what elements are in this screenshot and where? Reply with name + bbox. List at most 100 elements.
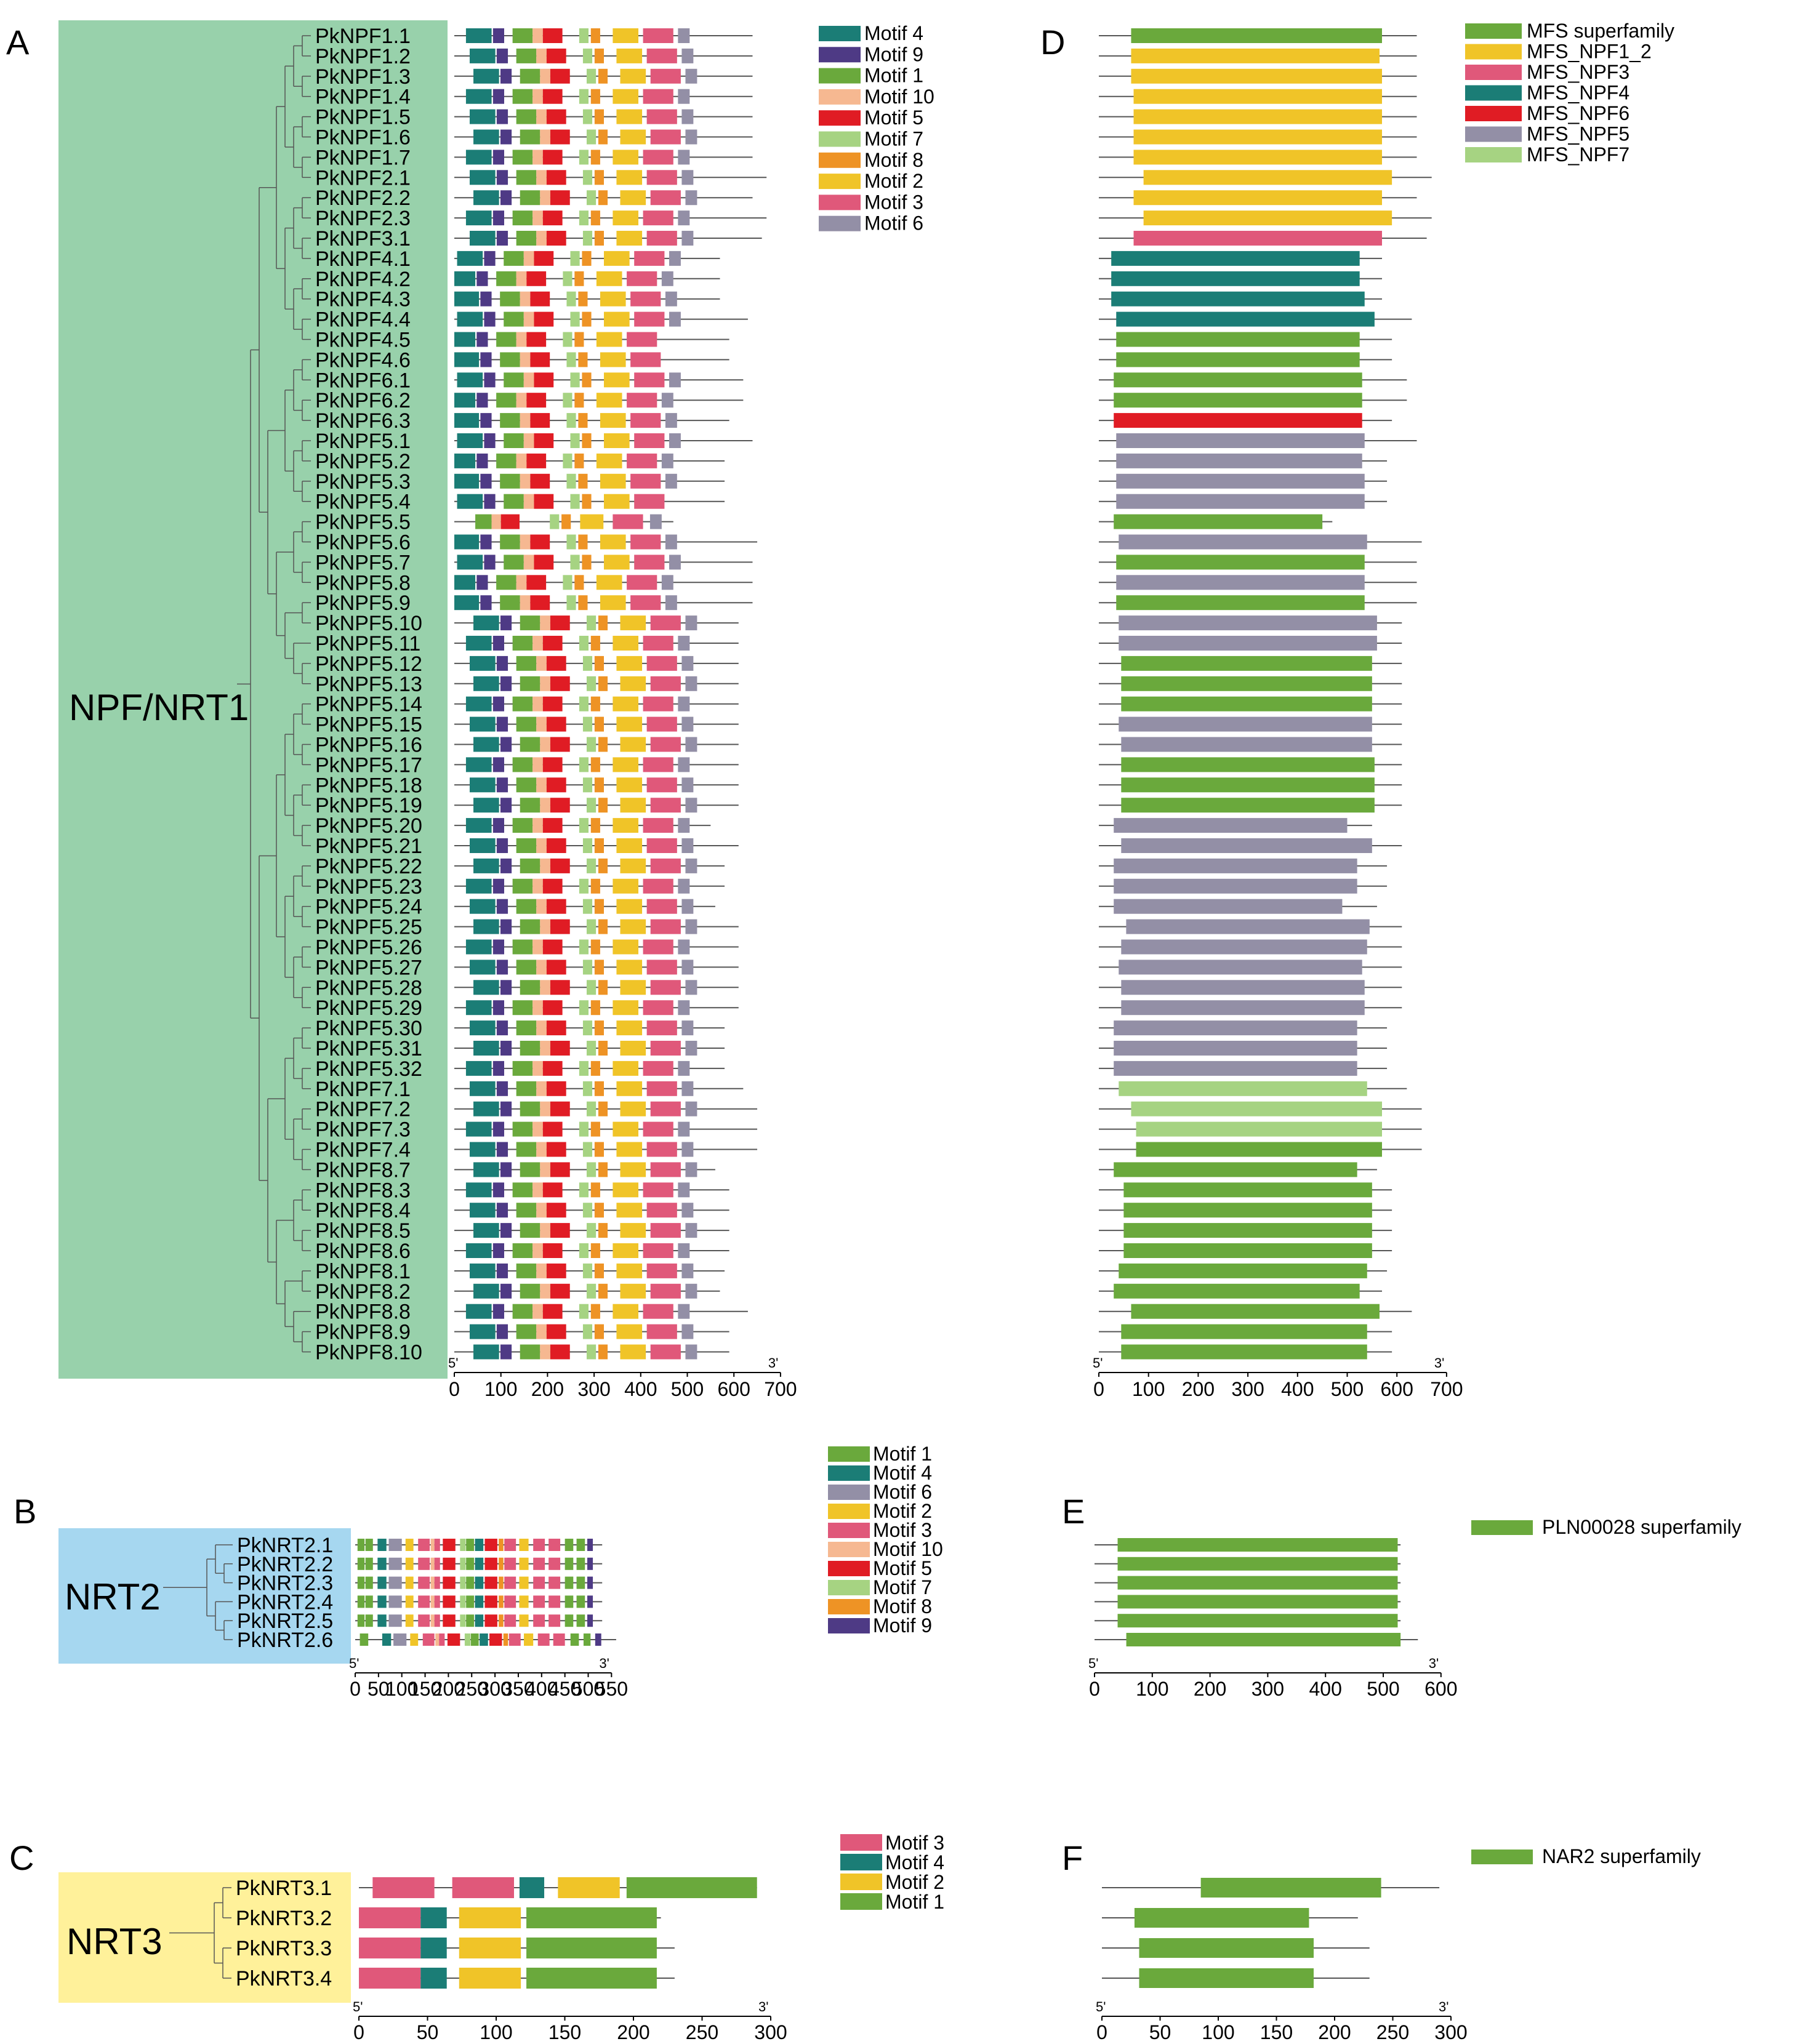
motif-motif-7-pknpf8-8 bbox=[579, 1304, 589, 1319]
motif-motif-1-pknpf5-22 bbox=[520, 858, 540, 873]
gene-label-pknpf8-2: PkNPF8.2 bbox=[315, 1280, 411, 1304]
motif-motif-8-pknpf7-4 bbox=[594, 1142, 604, 1157]
gene-label-pknpf5-4: PkNPF5.4 bbox=[315, 491, 411, 514]
motif-motif-5-pknpf4-1 bbox=[534, 250, 554, 266]
motif-motif-4-pknpf1-3 bbox=[473, 68, 499, 84]
motif-motif-7-pknpf5-22 bbox=[586, 858, 597, 873]
motif-motif-6-pknpf5-24 bbox=[681, 899, 694, 914]
axis-tick-label-f-100: 100 bbox=[1202, 2021, 1234, 2043]
motif-motif-4-pknpf2-3 bbox=[465, 210, 492, 226]
axis-tick-label-b-150: 150 bbox=[409, 1678, 441, 1700]
motif-motif-8-pknpf5-12 bbox=[594, 655, 604, 671]
motif-motif-4-pknrt2-1 bbox=[475, 1539, 484, 1551]
legend-label-a-motif-10: Motif 10 bbox=[864, 86, 934, 108]
motif-motif-9-pknpf4-2 bbox=[476, 271, 488, 286]
axis-tick-label-c-150: 150 bbox=[548, 2021, 581, 2043]
motif-motif-2-pknpf5-20 bbox=[613, 818, 639, 833]
motif-motif-5-pknpf5-5 bbox=[500, 514, 520, 529]
gene-label-pknpf7-2: PkNPF7.2 bbox=[315, 1098, 411, 1121]
motif-motif-1-pknpf1-4 bbox=[512, 89, 533, 104]
motif-motif-4-pknpf5-8 bbox=[454, 575, 476, 590]
gene-label-pknpf5-15: PkNPF5.15 bbox=[315, 713, 422, 737]
motif-motif-4-pknpf5-17 bbox=[465, 757, 492, 772]
motif-motif-10-pknpf8-2 bbox=[540, 1283, 550, 1299]
motif-motif-3-pknrt2-2 bbox=[504, 1557, 516, 1570]
gene-label-pknpf5-3: PkNPF5.3 bbox=[315, 470, 411, 494]
gene-label-pknpf5-13: PkNPF5.13 bbox=[315, 673, 422, 696]
motif-motif-5-pknpf5-4 bbox=[534, 494, 554, 509]
motif-motif-8-pknpf5-26 bbox=[590, 939, 600, 955]
motif-motif-3-pknrt2-6 bbox=[537, 1633, 550, 1646]
axis-end-label-d: 3' bbox=[1434, 1355, 1444, 1371]
motif-motif-5-pknrt2-1 bbox=[443, 1539, 456, 1551]
gene-label-pknpf5-28: PkNPF5.28 bbox=[315, 976, 422, 1000]
motif-motif-5-pknpf8-5 bbox=[550, 1223, 570, 1238]
motif-motif-9-pknpf5-22 bbox=[500, 858, 512, 873]
motif-motif-8-pknpf8-6 bbox=[590, 1243, 600, 1258]
motif-motif-1-pknpf5-17 bbox=[512, 757, 533, 772]
domain-mfs-superfamily-pknpf6-1 bbox=[1114, 372, 1362, 388]
motif-motif-9-pknpf7-3 bbox=[492, 1121, 504, 1137]
motif-motif-4-pknpf5-20 bbox=[465, 818, 492, 833]
legend-label-a-motif-7: Motif 7 bbox=[864, 128, 923, 150]
axis-tick-label-a-400: 400 bbox=[624, 1378, 657, 1400]
motif-motif-9-pknpf5-7 bbox=[484, 555, 496, 570]
motif-motif-3-pknrt2-3 bbox=[533, 1576, 545, 1589]
motif-motif-9-pknpf5-25 bbox=[500, 919, 512, 934]
axis-tick-label-c-50: 50 bbox=[417, 2021, 439, 2043]
motif-motif-9-pknpf5-23 bbox=[492, 878, 504, 894]
motif-motif-8-pknpf1-3 bbox=[598, 68, 608, 84]
legend-swatch-b-motif-5 bbox=[828, 1561, 870, 1576]
motif-motif-9-pknpf4-3 bbox=[480, 291, 492, 307]
gene-label-pknpf7-3: PkNPF7.3 bbox=[315, 1118, 411, 1142]
motif-motif-5-pknpf1-4 bbox=[542, 89, 563, 104]
motif-motif-5-pknrt2-5 bbox=[484, 1614, 497, 1627]
motif-motif-9-pknpf8-7 bbox=[500, 1162, 512, 1177]
motif-motif-5-pknpf5-10 bbox=[550, 615, 570, 631]
motif-motif-2-pknpf5-5 bbox=[580, 514, 604, 529]
motif-motif-10-pknpf5-8 bbox=[516, 575, 527, 590]
domain-mfs-npf1-2-pknpf1-6 bbox=[1133, 129, 1382, 145]
domain-mfs-npf1-2-pknpf2-2 bbox=[1133, 190, 1382, 206]
legend-label-a-motif-5: Motif 5 bbox=[864, 106, 923, 129]
motif-motif-5-pknpf7-4 bbox=[546, 1142, 566, 1157]
axis-tick-label-d-0: 0 bbox=[1093, 1378, 1104, 1400]
motif-motif-4-pknpf1-1 bbox=[465, 28, 492, 43]
motif-motif-3-pknrt2-3 bbox=[418, 1576, 430, 1589]
motif-motif-3-pknrt2-6 bbox=[508, 1633, 521, 1646]
motif-motif-6-pknpf5-20 bbox=[678, 818, 690, 833]
gene-label-pknpf4-5: PkNPF4.5 bbox=[315, 329, 411, 352]
motif-motif-8-pknpf8-3 bbox=[590, 1182, 600, 1198]
gene-label-pknpf8-7: PkNPF8.7 bbox=[315, 1158, 411, 1182]
axis-end-label-a: 3' bbox=[768, 1355, 778, 1371]
domain-mfs-npf4-pknpf4-1 bbox=[1111, 250, 1360, 266]
motif-motif-5-pknpf1-1 bbox=[542, 28, 563, 43]
motif-motif-10-pknpf8-4 bbox=[536, 1203, 547, 1218]
motif-motif-4-pknpf1-5 bbox=[469, 109, 496, 124]
motif-motif-3-pknpf8-5 bbox=[650, 1223, 681, 1238]
motif-motif-6-pknpf5-22 bbox=[685, 858, 697, 873]
motif-motif-3-pknpf5-32 bbox=[643, 1060, 673, 1076]
motif-motif-6-pknpf1-5 bbox=[681, 109, 694, 124]
legend-label-d-mfs-npf6: MFS_NPF6 bbox=[1527, 102, 1629, 124]
clade-label-nrt3: NRT3 bbox=[66, 1921, 163, 1962]
motif-motif-1-pknpf5-14 bbox=[512, 696, 533, 711]
domain-mfs-superfamily-pknpf5-19 bbox=[1121, 798, 1375, 813]
motif-motif-7-pknpf5-30 bbox=[582, 1020, 593, 1036]
motif-motif-4-pknpf4-4 bbox=[457, 311, 483, 327]
motif-motif-5-pknpf8-4 bbox=[546, 1203, 566, 1218]
legend-label-b-motif-6: Motif 6 bbox=[873, 1481, 932, 1503]
motif-motif-7-pknpf5-10 bbox=[586, 615, 597, 631]
axis-tick-label-b-300: 300 bbox=[478, 1678, 511, 1700]
panel-label-e: E bbox=[1062, 1492, 1085, 1531]
legend-label-d-mfs-npf7: MFS_NPF7 bbox=[1527, 143, 1629, 166]
domain-mfs-superfamily-pknpf8-3 bbox=[1123, 1182, 1372, 1198]
motif-motif-2-pknpf5-6 bbox=[600, 534, 626, 550]
motif-motif-7-pknpf7-2 bbox=[586, 1101, 597, 1116]
motif-motif-8-pknpf5-31 bbox=[598, 1041, 608, 1056]
motif-motif-4-pknpf4-3 bbox=[454, 291, 480, 307]
motif-motif-9-pknrt2-3 bbox=[587, 1576, 593, 1589]
gene-label-pknpf5-2: PkNPF5.2 bbox=[315, 450, 411, 473]
gene-label-pknpf2-1: PkNPF2.1 bbox=[315, 166, 411, 190]
motif-motif-9-pknpf5-4 bbox=[484, 494, 496, 509]
